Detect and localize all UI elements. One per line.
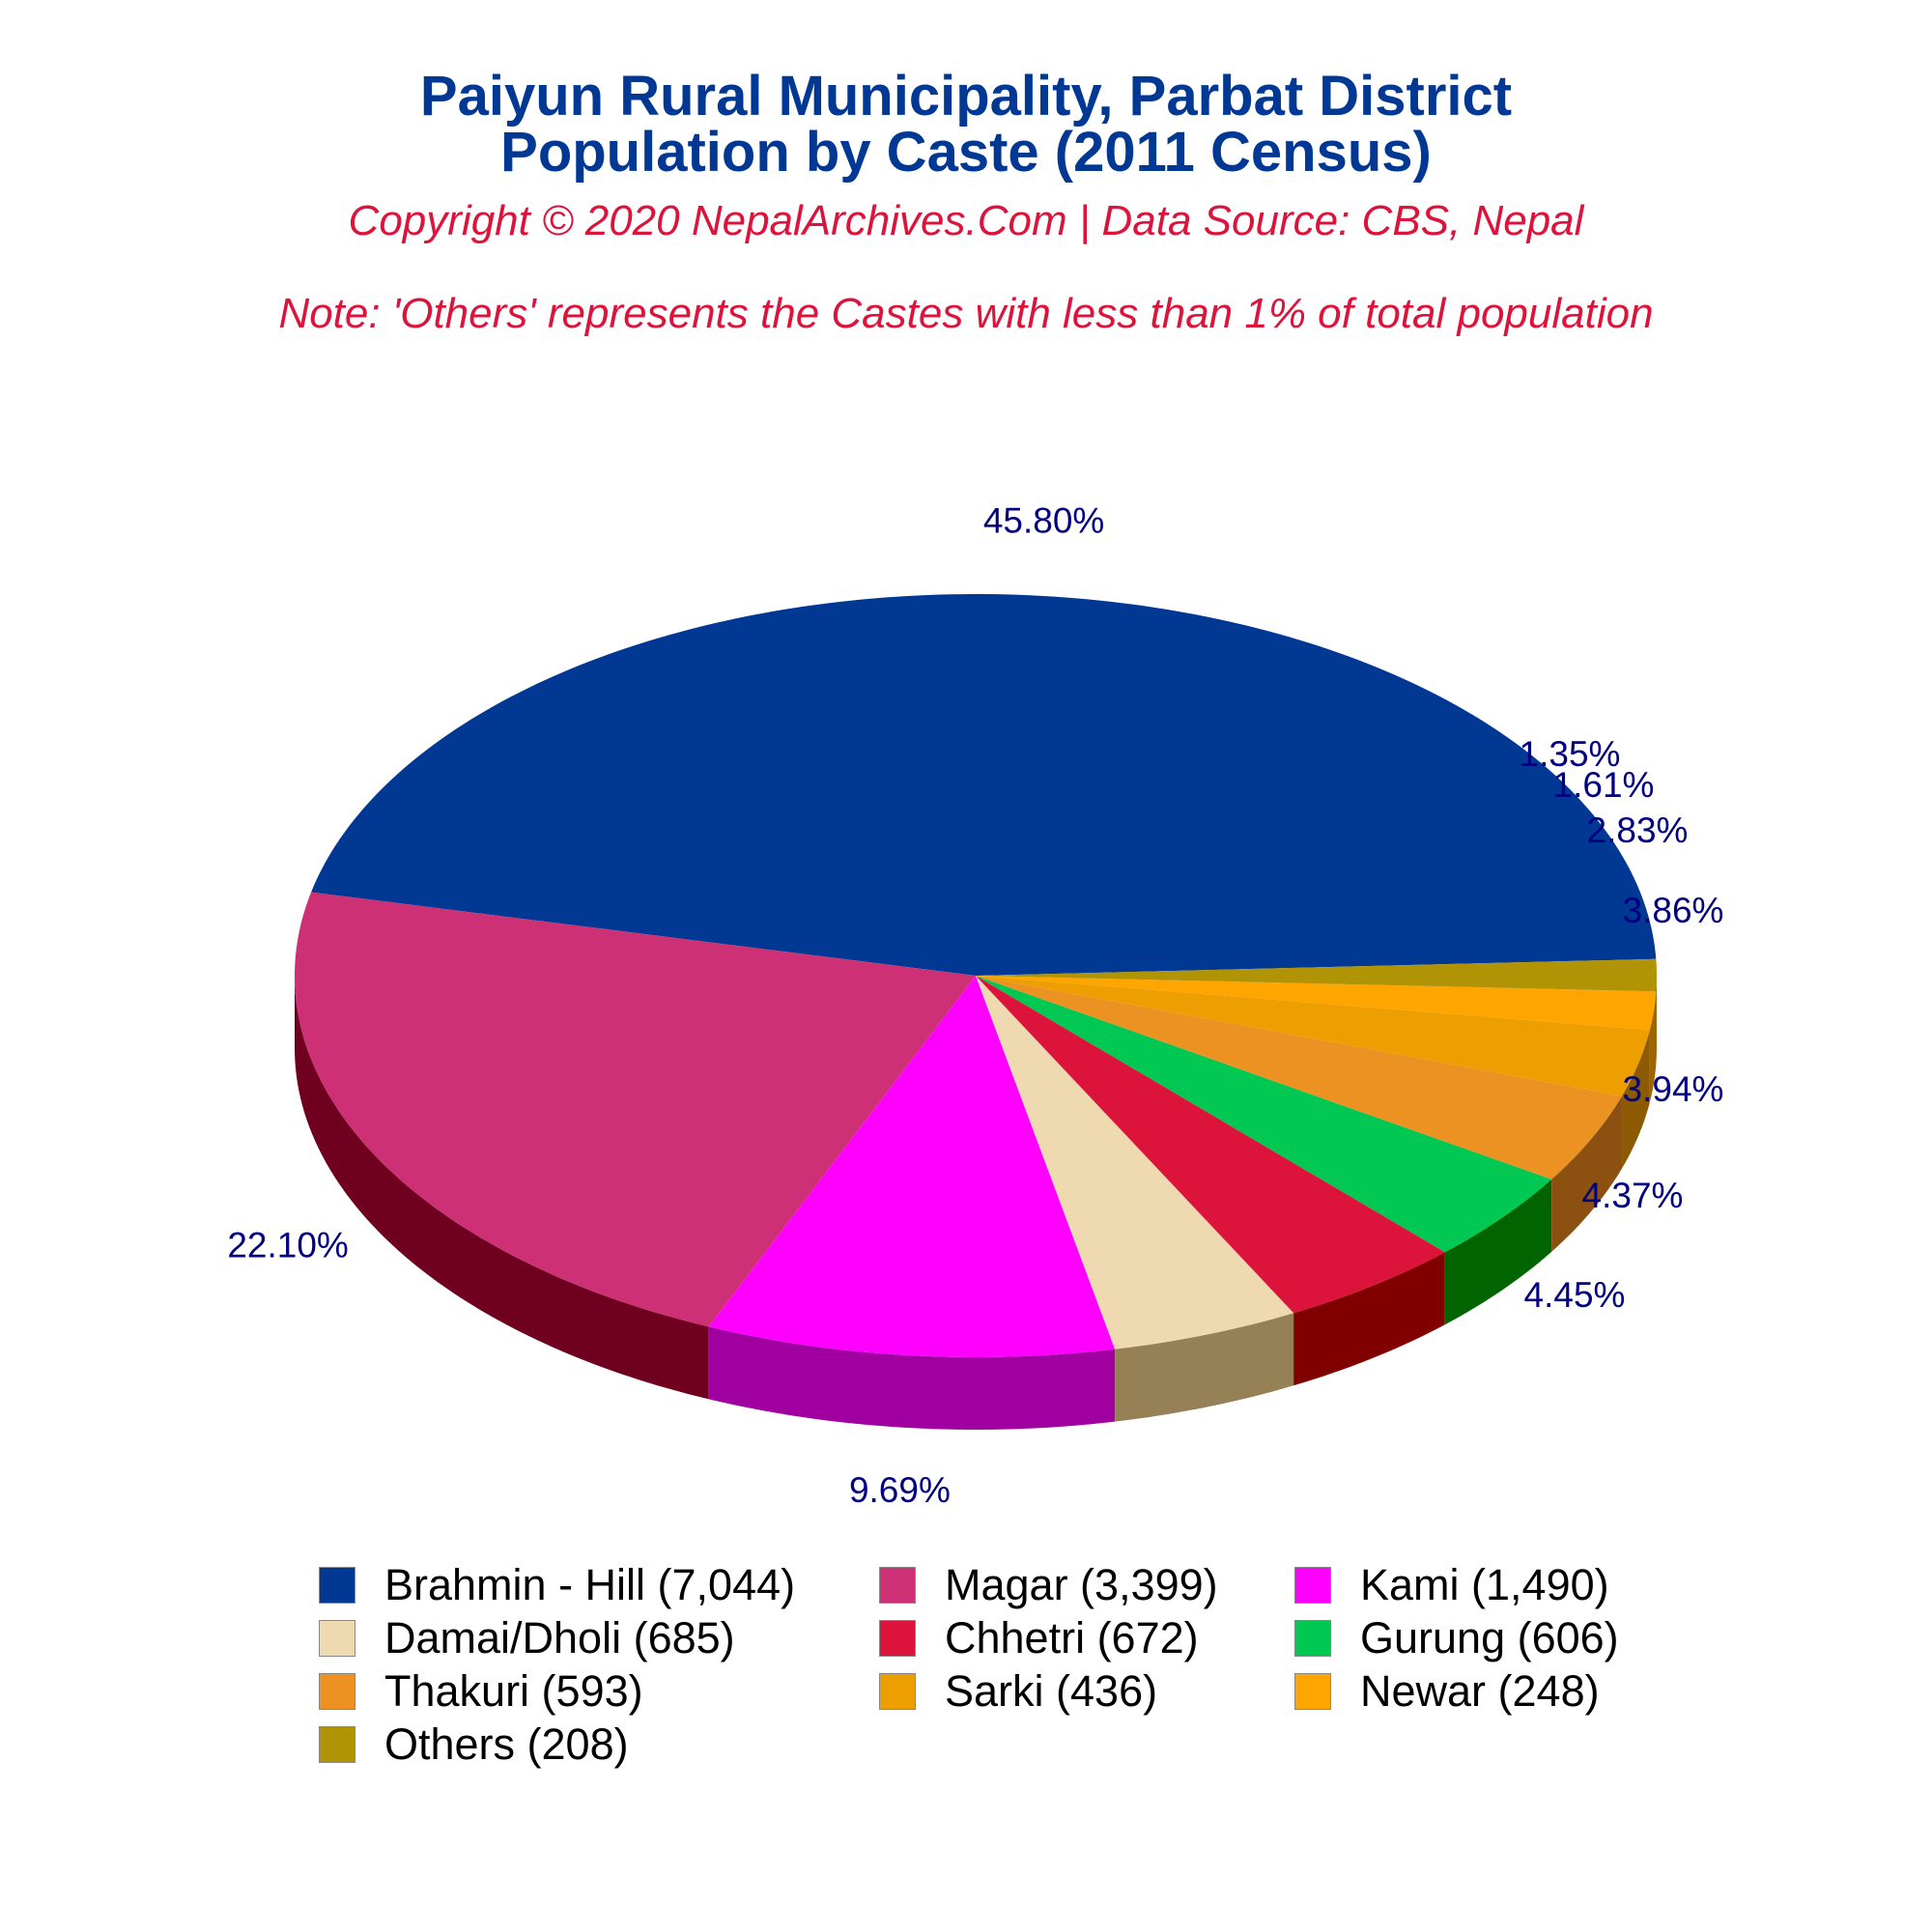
legend-swatch (879, 1673, 916, 1710)
slice-magar (295, 892, 976, 1327)
legend-swatch (1294, 1567, 1331, 1604)
legend-label: Magar (3,399) (945, 1560, 1218, 1609)
legend-label: Brahmin - Hill (7,044) (384, 1560, 796, 1609)
pie-chart: 45.80% 22.10% 9.69% 4.45% 4.37% 3.94% 3.86% 2.8… (227, 501, 1723, 1507)
slice-side-sarki (1622, 1030, 1650, 1169)
copyright-subtitle: Copyright © 2020 NepalArchives.Com | Dat… (348, 197, 1584, 244)
legend-item-thakuri: Thakuri (593) (319, 1666, 643, 1717)
legend-item-others: Others (208) (319, 1719, 629, 1770)
percent-label-gurung: 3.94% (1623, 1069, 1724, 1109)
percent-label-kami: 9.69% (849, 1470, 951, 1507)
chart-title-line-1: Paiyun Rural Municipality, Parbat Distri… (419, 65, 1513, 128)
slice-side-newar (1649, 991, 1657, 1103)
slice-damai-dholi (976, 976, 1294, 1350)
chart-title-line-2: Population by Caste (2011 Census) (500, 121, 1432, 184)
slice-brahmin-hill (311, 594, 1657, 976)
slice-others (976, 958, 1657, 992)
legend-item-brahmin-hill: Brahmin - Hill (7,044) (319, 1560, 795, 1610)
slice-side-chhetri (1293, 1252, 1445, 1386)
pie-percent-labels: 45.80% 22.10% 9.69% 4.45% 4.37% 3.94% 3.86% 2.8… (227, 501, 1723, 1507)
slice-side-magar (295, 976, 709, 1400)
legend-swatch (319, 1726, 355, 1763)
slice-side-others (1656, 976, 1657, 1065)
legend-label: Newar (248) (1360, 1666, 1600, 1716)
percent-label-newar: 1.61% (1553, 765, 1655, 805)
legend-swatch (319, 1620, 355, 1657)
percent-label-brahmin-hill: 45.80% (983, 501, 1105, 541)
slice-side-gurung (1444, 1179, 1552, 1325)
percent-label-chhetri: 4.37% (1582, 1176, 1684, 1215)
percent-label-others: 1.35% (1520, 734, 1621, 774)
slice-sarki (976, 976, 1650, 1096)
slice-side-damai-dholi (1115, 1313, 1294, 1422)
legend-swatch (319, 1673, 355, 1710)
slice-side-thakuri (1551, 1095, 1623, 1252)
slice-newar (976, 976, 1657, 1031)
slice-kami (708, 976, 1116, 1357)
slice-chhetri (976, 976, 1445, 1314)
legend-item-newar: Newar (248) (1294, 1666, 1600, 1717)
legend-item-chhetri: Chhetri (672) (879, 1613, 1199, 1663)
legend-label: Chhetri (672) (945, 1613, 1199, 1662)
legend-swatch (879, 1567, 916, 1604)
legend-item-sarki: Sarki (436) (879, 1666, 1157, 1717)
percent-label-thakuri: 3.86% (1623, 891, 1724, 930)
percent-label-magar: 22.10% (227, 1226, 349, 1265)
legend-item-damai-dholi: Damai/Dholi (685) (319, 1613, 735, 1663)
legend-label: Thakuri (593) (384, 1666, 643, 1716)
legend-swatch (879, 1620, 916, 1657)
legend-swatch (1294, 1673, 1331, 1710)
percent-label-damai-dholi: 4.45% (1524, 1275, 1626, 1315)
legend-item-gurung: Gurung (606) (1294, 1613, 1619, 1663)
legend-label: Damai/Dholi (685) (384, 1613, 735, 1662)
pie-top-faces (295, 594, 1657, 1357)
slice-side-kami (708, 1326, 1116, 1430)
legend-label: Sarki (436) (945, 1666, 1158, 1716)
legend-label: Kami (1,490) (1360, 1560, 1609, 1609)
percent-label-sarki: 2.83% (1587, 810, 1689, 850)
legend-item-kami: Kami (1,490) (1294, 1560, 1609, 1610)
pie-side-walls (295, 976, 1657, 1430)
legend-label: Others (208) (384, 1719, 629, 1769)
slice-thakuri (976, 976, 1623, 1179)
legend-swatch (319, 1567, 355, 1604)
slice-gurung (976, 976, 1552, 1253)
legend-item-magar: Magar (3,399) (879, 1560, 1218, 1610)
note-subtitle: Note: 'Others' represents the Castes wit… (278, 290, 1654, 337)
legend-label: Gurung (606) (1360, 1613, 1619, 1662)
legend-swatch (1294, 1620, 1331, 1657)
